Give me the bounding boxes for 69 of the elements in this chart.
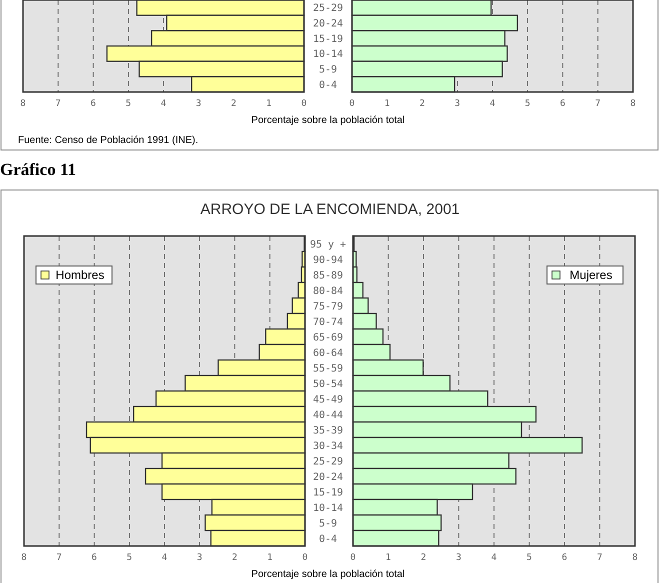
y-tick-label: 95 y + — [310, 239, 346, 250]
x-tick-label: 6 — [562, 553, 568, 563]
x-tick-label: 1 — [266, 99, 272, 109]
x-tick-label: 2 — [420, 99, 425, 109]
x-tick-label: 2 — [420, 553, 426, 563]
y-tick-label: 15-19 — [312, 34, 344, 45]
y-tick-label: 45-49 — [312, 394, 344, 406]
x-tick-label: 3 — [454, 99, 460, 109]
x-tick-label: 3 — [456, 553, 462, 563]
x-tick-label: 5 — [126, 553, 132, 563]
y-tick-label: 35-39 — [312, 425, 344, 436]
x-tick-label: 5 — [126, 99, 132, 109]
x-tick-label: 7 — [595, 99, 601, 109]
legend-label: Hombres — [56, 268, 104, 282]
y-tick-label: 25-29 — [312, 456, 344, 468]
y-tick-label: 0-4 — [318, 80, 338, 91]
y-tick-label: 5-9 — [318, 64, 338, 76]
y-tick-label: 10-14 — [312, 49, 344, 60]
x-tick-label: 8 — [20, 99, 26, 109]
x-tick-label: 4 — [491, 553, 497, 563]
x-tick-label: 6 — [90, 99, 96, 109]
x-tick-label: 2 — [232, 553, 238, 563]
y-tick-label: 80-84 — [312, 286, 344, 297]
chart-title: ARROYO DE LA ENCOMIENDA, 2001 — [200, 201, 460, 218]
source-note: Fuente: Censo de Población 1991 (INE). — [18, 135, 198, 146]
text: Gráfico 11 — [0, 160, 76, 179]
y-tick-label: 10-14 — [312, 502, 344, 514]
y-tick-label: 30-34 — [312, 440, 344, 452]
x-tick-label: 6 — [92, 553, 97, 563]
x-tick-label: 5 — [524, 99, 530, 109]
y-tick-label: 25-29 — [312, 3, 344, 14]
x-tick-label: 1 — [267, 553, 273, 563]
x-tick-label: 7 — [597, 553, 602, 563]
y-tick-label: 15-19 — [312, 487, 344, 498]
y-tick-label: 90-94 — [312, 254, 344, 266]
y-tick-label: 85-89 — [312, 270, 344, 282]
x-tick-label: 3 — [196, 553, 202, 563]
y-tick-label: 70-74 — [312, 316, 344, 328]
x-tick-label: 1 — [386, 553, 391, 563]
x-tick-label: 2 — [231, 99, 236, 109]
x-tick-label: 8 — [21, 553, 27, 563]
y-tick-label: 0-4 — [318, 534, 338, 545]
legend-label: Mujeres — [570, 268, 612, 282]
x-tick-label: 0 — [302, 553, 308, 563]
x-tick-label: 4 — [490, 99, 496, 109]
x-tick-label: 4 — [160, 99, 166, 109]
x-axis-title: Porcentaje sobre la población total — [251, 569, 405, 580]
y-tick-label: 20-24 — [312, 472, 344, 483]
x-tick-label: 7 — [55, 99, 61, 109]
y-tick-label: 60-64 — [312, 348, 344, 359]
y-tick-label: 50-54 — [312, 378, 344, 390]
x-tick-label: 0 — [301, 99, 307, 109]
y-tick-label: 20-24 — [312, 18, 344, 30]
x-tick-label: 8 — [630, 99, 636, 109]
x-tick-label: 0 — [350, 553, 356, 563]
x-tick-label: 1 — [384, 99, 390, 109]
y-tick-label: 75-79 — [312, 301, 344, 312]
x-tick-label: 7 — [56, 553, 62, 563]
x-tick-label: 3 — [196, 99, 202, 109]
x-tick-label: 6 — [560, 99, 566, 109]
y-tick-label: 65-69 — [312, 332, 344, 344]
x-tick-label: 4 — [162, 553, 168, 563]
y-tick-label: 55-59 — [312, 363, 344, 374]
y-tick-label: 40-44 — [312, 410, 344, 421]
y-tick-label: 5-9 — [318, 518, 338, 530]
x-tick-label: 0 — [349, 99, 355, 109]
x-tick-label: 8 — [632, 553, 638, 563]
x-tick-label: 5 — [526, 553, 532, 563]
x-axis-title: Porcentaje sobre la población total — [251, 115, 405, 126]
